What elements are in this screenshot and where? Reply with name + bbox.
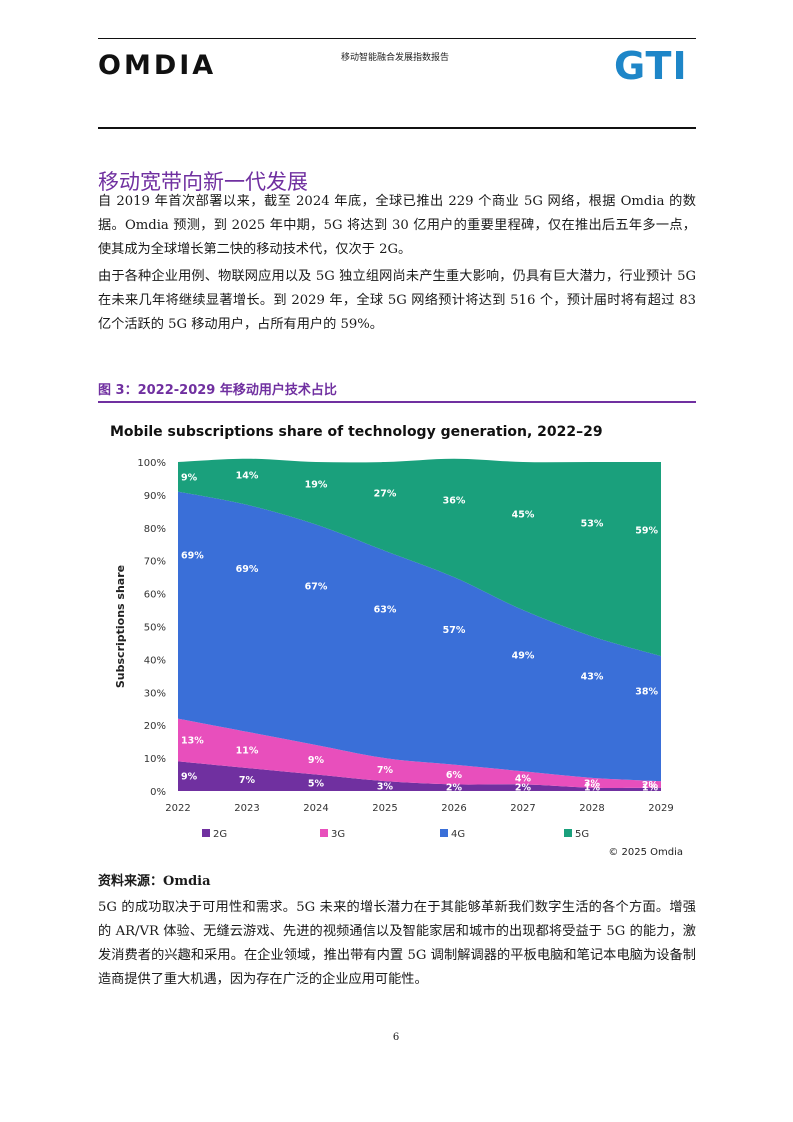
legend-swatch-4g (440, 829, 448, 837)
data-label-4g: 69% (181, 551, 204, 562)
data-label-5g: 36% (443, 496, 466, 507)
section-title: 移动宽带向新一代发展 (98, 170, 308, 194)
report-title: 移动智能融合发展指数报告 (340, 53, 449, 63)
figure-caption: 图 3：2022-2029 年移动用户技术占比 (98, 383, 337, 398)
data-label-4g: 38% (635, 687, 658, 698)
y-tick-label: 70% (144, 557, 166, 568)
chart-copyright: © 2025 Omdia (608, 847, 683, 858)
y-tick-label: 60% (144, 590, 166, 601)
area-2g (178, 761, 661, 791)
x-tick-label: 2024 (303, 803, 328, 814)
data-label-4g: 43% (581, 671, 604, 682)
data-label-5g: 27% (374, 489, 397, 500)
data-label-3g: 13% (181, 736, 204, 747)
data-label-4g: 57% (443, 625, 466, 636)
paragraph-2: 由于各种企业用例、物联网应用以及 5G 独立组网尚未产生重大影响，仍具有巨大潜力… (98, 269, 696, 332)
x-tick-label: 2025 (372, 803, 397, 814)
gti-logo: GTI (614, 44, 688, 88)
data-label-5g: 53% (581, 519, 604, 530)
data-label-5g: 19% (305, 479, 328, 490)
y-axis-label: Subscriptions share (114, 565, 127, 688)
legend-label-2g: 2G (213, 829, 227, 840)
legend-label-3g: 3G (331, 829, 345, 840)
y-tick-label: 100% (137, 458, 166, 469)
data-label-3g: 2% (642, 780, 659, 791)
data-label-5g: 9% (181, 472, 198, 483)
caption-rule (98, 401, 696, 403)
x-tick-label: 2022 (165, 803, 190, 814)
x-tick-label: 2028 (579, 803, 604, 814)
area-4g (178, 491, 661, 782)
y-tick-label: 30% (144, 688, 166, 699)
legend-label-4g: 4G (451, 829, 465, 840)
header-bottom-rule (98, 127, 696, 129)
x-tick-label: 2023 (234, 803, 259, 814)
x-tick-label: 2027 (510, 803, 535, 814)
y-tick-label: 20% (144, 721, 166, 732)
subscriptions-area-chart: Mobile subscriptions share of technology… (110, 424, 683, 858)
figure-source: 资料来源：Omdia (98, 874, 211, 889)
legend-swatch-3g (320, 829, 328, 837)
data-label-3g: 7% (377, 765, 394, 776)
y-tick-label: 80% (144, 524, 166, 535)
data-label-4g: 63% (374, 604, 397, 615)
legend-label-5g: 5G (575, 829, 589, 840)
y-tick-label: 40% (144, 655, 166, 666)
page-number: 6 (392, 1032, 400, 1043)
data-label-2g: 5% (308, 778, 325, 789)
area-3g (178, 718, 661, 788)
data-label-3g: 6% (446, 770, 463, 781)
paragraph-3: 5G 的成功取决于可用性和需求。5G 未来的增长潜力在于其能够革新我们数字生活的… (98, 900, 696, 987)
data-label-4g: 69% (236, 564, 259, 575)
data-label-3g: 11% (236, 745, 259, 756)
data-label-2g: 7% (239, 775, 256, 786)
data-label-5g: 45% (512, 509, 535, 520)
y-tick-label: 0% (150, 787, 166, 798)
data-label-3g: 3% (584, 778, 601, 789)
data-label-2g: 2% (515, 783, 532, 794)
omdia-logo: OMDIA (98, 50, 217, 81)
data-label-3g: 9% (308, 755, 325, 766)
x-tick-label: 2026 (441, 803, 466, 814)
header-top-rule (98, 38, 696, 39)
data-label-3g: 4% (515, 773, 532, 784)
data-label-5g: 14% (236, 470, 259, 481)
y-tick-label: 90% (144, 491, 166, 502)
data-label-2g: 1% (642, 783, 659, 794)
chart-title: Mobile subscriptions share of technology… (110, 424, 603, 440)
data-label-4g: 67% (305, 582, 328, 593)
data-label-2g: 3% (377, 782, 394, 793)
data-label-4g: 49% (512, 651, 535, 662)
data-label-2g: 1% (584, 783, 601, 794)
y-tick-label: 10% (144, 754, 166, 765)
legend-swatch-5g (564, 829, 572, 837)
data-label-2g: 9% (181, 772, 198, 783)
data-label-2g: 2% (446, 783, 463, 794)
x-tick-label: 2029 (648, 803, 673, 814)
paragraph-1: 自 2019 年首次部署以来，截至 2024 年底，全球已推出 229 个商业 … (98, 194, 696, 257)
legend-swatch-2g (202, 829, 210, 837)
y-tick-label: 50% (144, 623, 166, 634)
area-5g (178, 458, 661, 657)
data-label-5g: 59% (635, 525, 658, 536)
